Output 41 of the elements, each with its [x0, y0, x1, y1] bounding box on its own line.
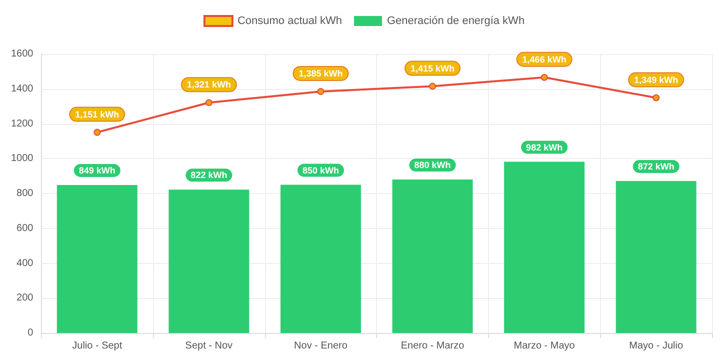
x-tick-label: Enero - Marzo — [400, 340, 465, 352]
data-label: 1,466 kWh — [522, 54, 566, 64]
y-tick-label: 800 — [16, 188, 34, 199]
y-tick-label: 600 — [16, 222, 34, 234]
point — [652, 94, 660, 102]
bar — [168, 190, 250, 333]
data-label: 822 kWh — [190, 170, 228, 180]
data-label: 982 kWh — [526, 142, 563, 152]
bar — [392, 180, 473, 333]
point — [94, 128, 101, 136]
y-tick-label: 1400 — [10, 83, 34, 94]
legend-label: Generación de energía kWh — [386, 15, 525, 27]
data-label: 880 kWh — [414, 160, 451, 170]
data-label: 1,321 kWh — [186, 80, 231, 90]
point — [540, 74, 548, 81]
bar — [280, 184, 361, 333]
data-label: 1,349 kWh — [634, 74, 678, 85]
x-tick-label: Julio - Sept — [72, 340, 122, 352]
bar — [616, 180, 696, 333]
y-tick-label: 0 — [28, 328, 34, 338]
data-label: 1,415 kWh — [410, 63, 455, 74]
bar — [56, 184, 138, 333]
point — [205, 99, 212, 106]
data-label: 872 kWh — [638, 161, 674, 172]
y-tick-label: 1000 — [10, 153, 34, 164]
y-tick-label: 1600 — [10, 48, 34, 60]
y-tick-label: 200 — [16, 292, 34, 304]
x-tick-label: Nov - Enero — [294, 340, 348, 352]
x-tick-label: Marzo - Mayo — [514, 340, 576, 352]
point — [429, 82, 436, 90]
data-label: 850 kWh — [302, 165, 339, 176]
x-tick-label: Mayo - Julio — [629, 340, 684, 352]
data-label: 849 kWh — [78, 165, 116, 176]
bar — [504, 162, 585, 333]
y-tick-label: 1200 — [10, 118, 34, 130]
x-tick-label: Sept - Nov — [185, 340, 233, 352]
data-label: 1,385 kWh — [298, 68, 343, 78]
legend-label: Consumo actual kWh — [237, 15, 342, 27]
point — [317, 88, 324, 95]
y-tick-label: 400 — [16, 258, 34, 269]
data-label: 1,151 kWh — [75, 109, 120, 120]
